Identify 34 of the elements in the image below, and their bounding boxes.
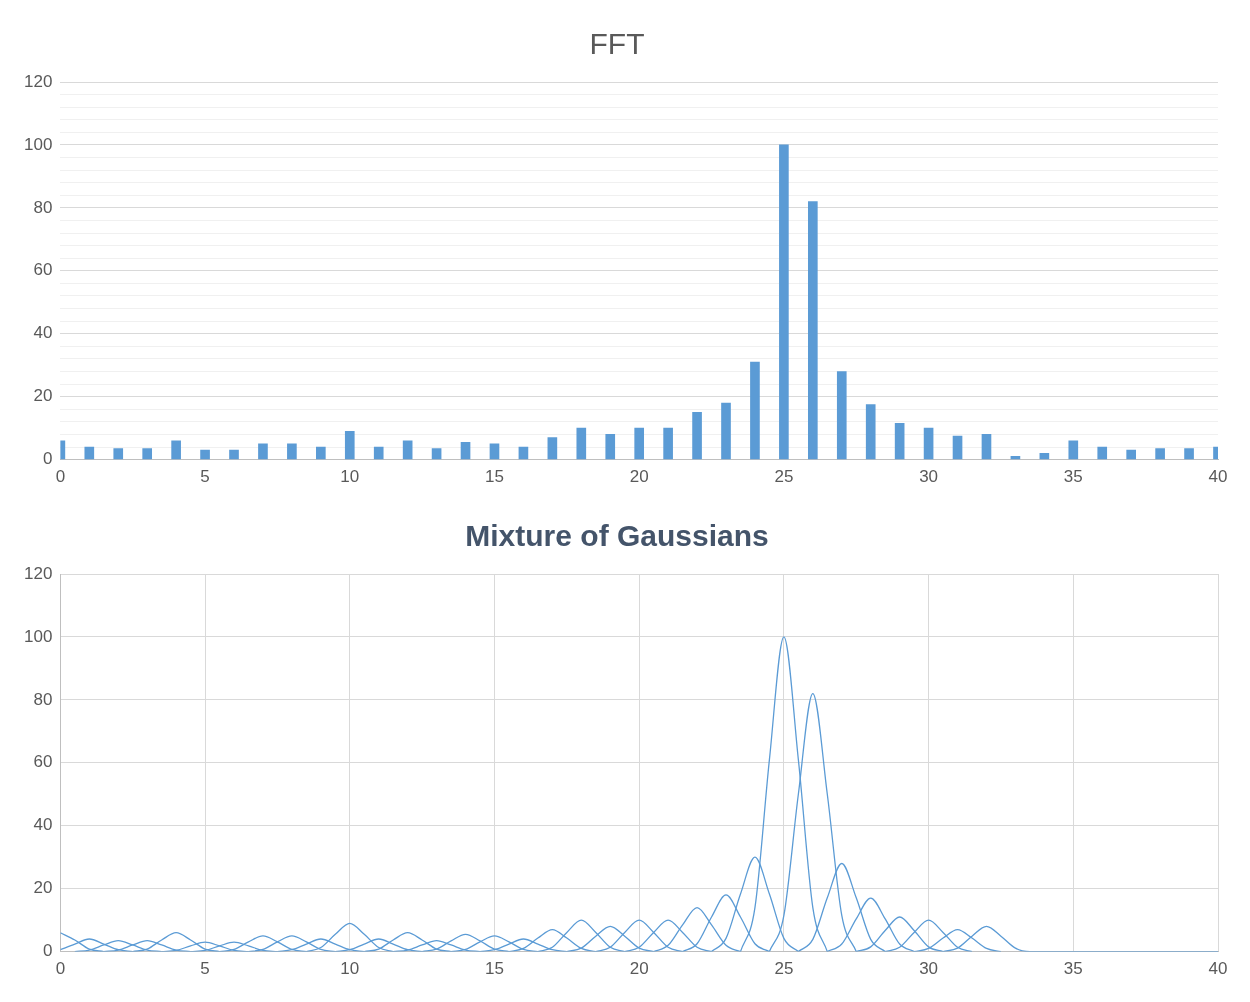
x-tick-label: 0 <box>55 959 66 979</box>
x-tick-label: 15 <box>485 959 504 979</box>
y-tick-label: 120 <box>23 563 53 583</box>
x-tick-label: 5 <box>200 959 210 979</box>
x-tick-label: 25 <box>774 467 794 487</box>
y-tick-label: 40 <box>33 323 53 343</box>
y-tick-label: 0 <box>42 449 53 469</box>
chart-title: FFT <box>589 27 645 61</box>
x-tick-label: 20 <box>629 959 649 979</box>
x-tick-label: 20 <box>629 467 649 487</box>
x-tick-label: 35 <box>1063 959 1083 979</box>
x-tick-label: 30 <box>919 467 939 487</box>
y-tick-label: 80 <box>33 689 53 709</box>
y-tick-label: 100 <box>23 134 53 154</box>
x-tick-label: 40 <box>1208 959 1228 979</box>
x-tick-label: 0 <box>55 467 66 487</box>
x-tick-label: 15 <box>485 467 504 487</box>
x-tick-label: 30 <box>919 959 939 979</box>
chart-title: Mixture of Gaussians <box>465 519 769 553</box>
y-tick-label: 100 <box>23 626 53 646</box>
x-tick-label: 40 <box>1208 467 1228 487</box>
x-tick-label: 5 <box>200 467 210 487</box>
x-tick-label: 10 <box>340 959 360 979</box>
y-tick-label: 80 <box>33 197 53 217</box>
x-tick-label: 25 <box>774 959 794 979</box>
y-tick-label: 20 <box>33 386 53 406</box>
y-tick-label: 60 <box>33 260 53 280</box>
x-tick-label: 35 <box>1063 467 1083 487</box>
y-tick-label: 60 <box>33 752 53 772</box>
y-tick-label: 40 <box>33 815 53 835</box>
x-tick-label: 10 <box>340 467 360 487</box>
y-tick-label: 120 <box>23 71 53 91</box>
y-tick-label: 20 <box>33 878 53 898</box>
y-tick-label: 0 <box>42 941 53 961</box>
